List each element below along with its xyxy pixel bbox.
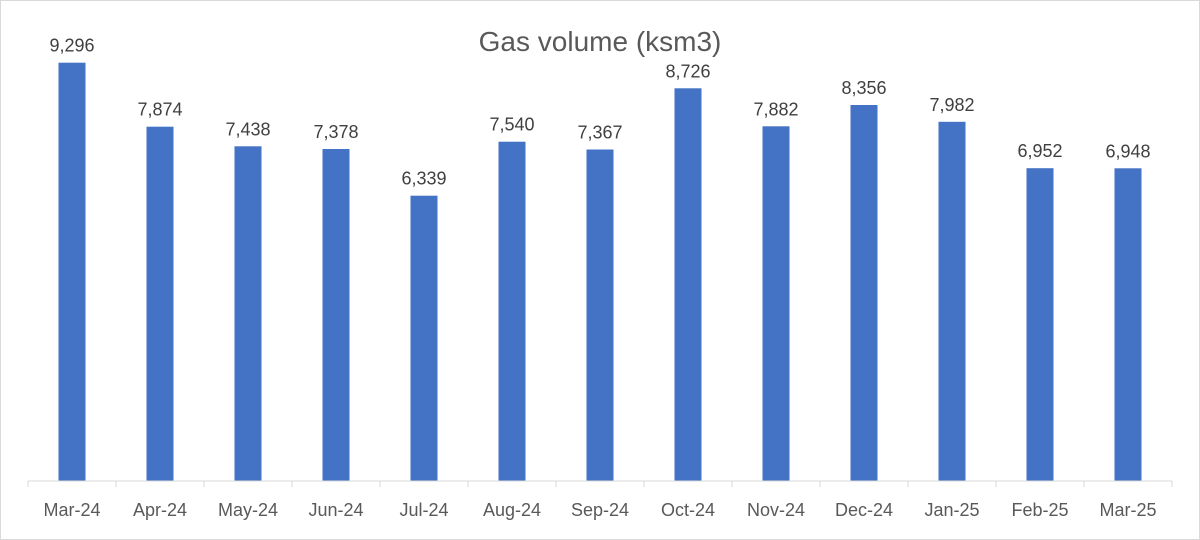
x-tick-label: Dec-24	[835, 500, 893, 520]
bar-mar-25	[1114, 168, 1142, 482]
data-label: 6,339	[401, 169, 446, 189]
x-tick-label: Sep-24	[571, 500, 629, 520]
x-tick-labels-group: Mar-24 Apr-24 May-24 Jun-24 Jul-24 Aug-24 Sep-…	[43, 500, 1156, 520]
data-label: 8,726	[665, 61, 710, 81]
bar-mar-24	[58, 62, 86, 481]
x-tick-label: Jan-25	[924, 500, 979, 520]
data-label: 6,952	[1017, 141, 1062, 161]
data-label: 7,540	[489, 115, 534, 135]
x-tick-label: Jun-24	[308, 500, 363, 520]
bar-apr-24	[146, 126, 174, 481]
bar-jul-24	[410, 195, 438, 481]
data-label: 7,882	[753, 99, 798, 119]
x-tick-label: Oct-24	[661, 500, 715, 520]
x-tick-label: Aug-24	[483, 500, 541, 520]
bar-jun-24	[322, 149, 350, 481]
x-tick-label: Apr-24	[133, 500, 187, 520]
x-tick-label: Nov-24	[747, 500, 805, 520]
data-label: 6,948	[1105, 141, 1150, 161]
bar-sep-24	[586, 149, 614, 481]
bar-feb-25	[1026, 168, 1054, 481]
data-label: 8,356	[841, 78, 886, 98]
x-tick-label: Mar-25	[1099, 500, 1156, 520]
bars-group	[58, 62, 1142, 482]
x-axis	[27, 480, 1173, 487]
bar-dec-24	[850, 105, 878, 481]
data-label: 7,378	[313, 122, 358, 142]
data-label: 7,367	[577, 123, 622, 143]
bar-aug-24	[498, 141, 526, 481]
bar-may-24	[234, 146, 262, 482]
x-tick-label: Feb-25	[1011, 500, 1068, 520]
data-label: 7,874	[137, 100, 182, 120]
x-tick-label: Jul-24	[399, 500, 448, 520]
bar-nov-24	[762, 126, 790, 482]
bar-oct-24	[674, 88, 702, 482]
data-label: 9,296	[49, 36, 94, 56]
x-tick-label: May-24	[218, 500, 278, 520]
x-tick-label: Mar-24	[43, 500, 100, 520]
data-labels-group: 9,296 7,874 7,438 7,378 6,339 7,540 7,367 8,726…	[49, 36, 1150, 189]
bar-jan-25	[938, 121, 966, 482]
data-label: 7,438	[225, 119, 270, 139]
data-label: 7,982	[929, 95, 974, 115]
chart-title: Gas volume (ksm3)	[478, 26, 722, 57]
